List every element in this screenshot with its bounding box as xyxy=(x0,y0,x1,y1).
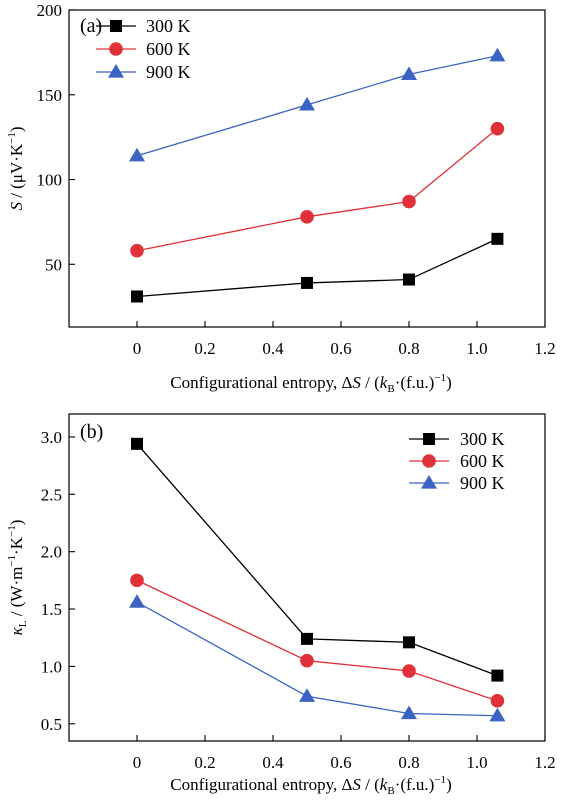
data-point xyxy=(491,669,504,682)
panel-a: 0 0.2 0.4 0.6 0.8 1.0 1.2 50 100 150 200 (a) Configu… xyxy=(6,1,556,395)
legend-item: 300 K xyxy=(409,429,505,449)
legend-item: 300 K xyxy=(96,16,191,36)
data-point xyxy=(299,96,315,111)
legend-marker xyxy=(110,20,122,32)
series-600k xyxy=(130,573,505,708)
data-point xyxy=(402,194,416,209)
data-point xyxy=(301,276,313,289)
panel-tag: (b) xyxy=(80,421,103,443)
legend-marker xyxy=(422,454,436,468)
data-point xyxy=(299,688,315,702)
y-axis-label: κL / (W·m−1·K−1) xyxy=(6,520,29,636)
data-point xyxy=(131,437,143,450)
legend-label: 600 K xyxy=(146,39,191,59)
data-point xyxy=(130,243,144,258)
plot-frame xyxy=(68,413,546,742)
legend-label: 300 K xyxy=(460,429,505,449)
data-point xyxy=(490,694,505,708)
x-tick-label: 0.6 xyxy=(330,753,351,772)
data-point xyxy=(401,705,417,720)
legend-label: 900 K xyxy=(146,62,191,82)
series-line xyxy=(136,238,498,298)
data-point xyxy=(301,632,313,645)
data-point xyxy=(129,594,145,608)
x-tick-label: 0 xyxy=(133,753,142,772)
data-point xyxy=(130,573,144,588)
legend-label: 900 K xyxy=(460,473,505,493)
series-line xyxy=(136,579,498,702)
x-tick-label: 1.0 xyxy=(466,753,487,772)
y-tick-label: 3.0 xyxy=(41,428,62,447)
data-point xyxy=(489,707,506,722)
data-point xyxy=(300,210,314,224)
y-tick-label: 150 xyxy=(37,86,63,105)
y-tick-label: 50 xyxy=(45,255,62,274)
x-tick-label: 0.4 xyxy=(262,339,284,358)
data-point xyxy=(490,121,505,136)
y-tick-label: 100 xyxy=(37,171,63,190)
series-900k xyxy=(129,47,506,162)
data-point xyxy=(300,653,314,668)
x-tick-label: 1.0 xyxy=(466,339,487,358)
plot-frame xyxy=(68,9,546,328)
x-tick-label: 1.2 xyxy=(534,339,555,358)
y-tick-label: 0.5 xyxy=(41,715,62,734)
x-tick-label: 0.2 xyxy=(194,339,215,358)
series-300k xyxy=(131,437,504,682)
panel-b: 0 0.2 0.4 0.6 0.8 1.0 1.2 0.5 1.0 1.5 2.0 2.5 3.0 (b)… xyxy=(6,413,556,797)
data-point xyxy=(403,636,415,649)
y-tick-label: 1.5 xyxy=(41,600,62,619)
data-point xyxy=(491,232,504,245)
y-tick-label: 2.0 xyxy=(41,543,62,562)
legend-item: 900 K xyxy=(409,473,505,493)
data-point xyxy=(402,664,416,678)
series-line xyxy=(136,55,498,157)
legend-item: 900 K xyxy=(96,62,191,82)
x-tick-label: 0.2 xyxy=(194,753,215,772)
legend-marker xyxy=(108,64,124,78)
series-line xyxy=(136,601,498,717)
y-tick-label: 1.0 xyxy=(41,657,62,676)
x-tick-label: 0.6 xyxy=(330,339,351,358)
panel-tag: (a) xyxy=(80,15,102,37)
x-axis-label: Configurational entropy, ΔS / (kB·(f.u.)… xyxy=(170,372,451,395)
legend: 300 K 600 K 900 K xyxy=(96,16,191,82)
x-tick-label: 0.4 xyxy=(262,753,284,772)
legend-label: 600 K xyxy=(460,451,505,471)
x-tick-label: 0.8 xyxy=(398,339,419,358)
legend-marker xyxy=(109,42,123,56)
legend-item: 600 K xyxy=(409,451,505,471)
x-axis-label: Configurational entropy, ΔS / (kB·(f.u.)… xyxy=(170,774,451,797)
series-line xyxy=(136,128,498,252)
legend-marker xyxy=(423,433,435,445)
y-tick-label: 200 xyxy=(37,1,63,20)
y-tick-label: 2.5 xyxy=(41,485,62,504)
data-point xyxy=(489,47,506,62)
data-point xyxy=(401,66,417,81)
x-tick-label: 0 xyxy=(133,339,142,358)
series-300k xyxy=(131,232,504,303)
series-900k xyxy=(129,594,506,722)
x-tick-label: 0.8 xyxy=(398,753,419,772)
data-point xyxy=(131,290,143,303)
legend-marker xyxy=(421,475,437,489)
series-600k xyxy=(130,121,505,258)
x-tick-label: 1.2 xyxy=(534,753,555,772)
legend-label: 300 K xyxy=(146,16,191,36)
data-point xyxy=(129,147,145,162)
data-point xyxy=(403,273,415,286)
legend-item: 600 K xyxy=(96,39,191,59)
series-line xyxy=(136,443,498,677)
y-axis-label: S / (μV·K−1) xyxy=(6,126,26,210)
